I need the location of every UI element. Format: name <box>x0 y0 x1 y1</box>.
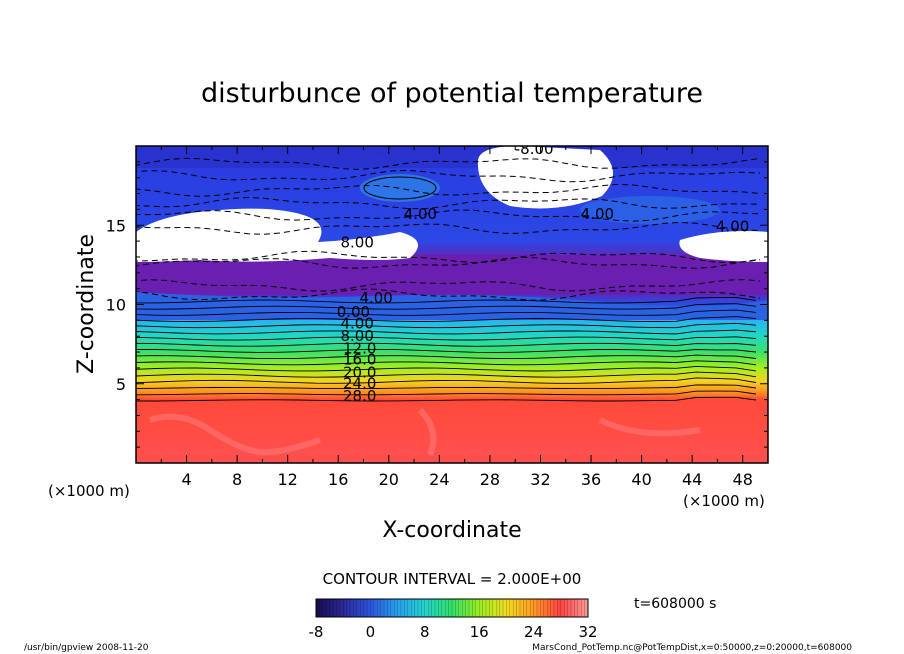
contour-line <box>136 365 757 372</box>
contour-label: 4.00 <box>404 205 437 223</box>
upper-light-patch <box>580 196 720 224</box>
colorbar-tick-label: 8 <box>420 623 430 641</box>
contour-label: -8.00 <box>515 140 554 158</box>
contour-line <box>136 316 757 322</box>
x-tick-label: 8 <box>232 470 242 489</box>
contour-label: 4.00 <box>716 218 749 236</box>
contour-label: 20.0 <box>343 363 376 381</box>
contour-line <box>136 354 757 360</box>
lower-swirl <box>417 407 437 457</box>
colorbar-tick-label: 24 <box>524 623 543 641</box>
purple-band <box>136 255 768 295</box>
dashed-contour-line <box>136 256 761 269</box>
dashed-contour-line <box>136 221 761 235</box>
contour-line <box>136 309 757 316</box>
dashed-contour-line <box>136 279 761 292</box>
lower-swirl <box>149 413 321 456</box>
colorbar-tick-label: 16 <box>470 623 489 641</box>
missing-region <box>136 208 418 262</box>
contour-label: 12.0 <box>343 340 376 358</box>
y-axis-label: Z-coordinate <box>74 234 99 374</box>
x-tick-label: 32 <box>530 470 550 489</box>
y-tick-label: 10 <box>106 296 126 315</box>
contour-line <box>136 303 757 310</box>
contour-label: 0.00 <box>337 303 370 321</box>
contour-line <box>136 360 757 366</box>
contour-line <box>136 390 757 396</box>
colorbar-stripes <box>319 599 585 617</box>
contour-labels: -8.004.00 4.004.008.004.000.004.008.0012.… <box>337 140 750 405</box>
x-tick-label: 48 <box>733 470 753 489</box>
dashed-contour-lines <box>136 157 761 301</box>
time-label: t=608000 s <box>634 596 716 612</box>
contour-line <box>136 396 757 402</box>
contour-line <box>136 377 757 384</box>
x-tick-label: 40 <box>631 470 651 489</box>
closed-contour <box>363 176 437 200</box>
x-tick-label: 12 <box>278 470 298 489</box>
dashed-contour-line <box>136 288 761 301</box>
contour-line <box>136 371 757 378</box>
contour-line <box>136 297 757 304</box>
colorbar-tick-label: 0 <box>366 623 376 641</box>
colorbar-tick-label: 32 <box>578 623 597 641</box>
contour-label: 16.0 <box>343 351 376 369</box>
dashed-contour-line <box>136 183 761 197</box>
x-tick-label: 20 <box>379 470 399 489</box>
y-tick-label: 5 <box>116 375 126 394</box>
missing-region <box>477 146 614 209</box>
contour-label: 4.00 <box>359 289 392 307</box>
contour-label: 4.00 <box>581 205 614 223</box>
x-tick-label: 28 <box>480 470 500 489</box>
lower-swirl <box>598 417 701 437</box>
dashed-contour-line <box>136 209 761 222</box>
contour-line <box>136 384 757 390</box>
plot-area: -8.004.00 4.004.008.004.000.004.008.0012.… <box>136 140 768 463</box>
y-unit-right: (×1000 m) <box>683 492 765 510</box>
upper-light-patch <box>360 174 440 202</box>
contour-label: 24.0 <box>343 375 376 393</box>
missing-region <box>679 231 768 262</box>
dashed-contour-line <box>136 250 761 264</box>
x-axis-ticks: 4 8 12 16 20 24 28 32 36 40 44 48 <box>160 146 753 489</box>
dashed-contour-line <box>136 196 761 210</box>
y-axis-ticks: 5 10 15 <box>106 161 768 448</box>
contour-line <box>136 322 757 329</box>
contour-label: 8.00 <box>340 327 373 345</box>
contour-interval-label: CONTOUR INTERVAL = 2.000E+00 <box>323 570 582 588</box>
contour-line <box>136 342 757 347</box>
x-unit-left: (×1000 m) <box>48 482 130 500</box>
colorbar-ticks: -8 0 8 16 24 32 <box>309 623 598 641</box>
footer-left: /usr/bin/gpview 2008-11-20 <box>24 643 149 653</box>
contour-label: 28.0 <box>343 387 376 405</box>
contour-label: 4.00 <box>340 314 373 332</box>
x-tick-label: 24 <box>429 470 449 489</box>
contour-lines <box>136 297 757 402</box>
x-axis-label: X-coordinate <box>382 518 521 543</box>
x-tick-label: 36 <box>581 470 601 489</box>
contour-line <box>136 348 757 353</box>
purple-band-edge <box>136 292 768 320</box>
contour-line <box>136 329 757 335</box>
colorbar-tick-label: -8 <box>309 623 324 641</box>
contour-label: 8.00 <box>340 233 373 251</box>
x-tick-label: 44 <box>682 470 702 489</box>
y-tick-label: 15 <box>106 216 126 235</box>
dashed-contour-line <box>136 157 761 170</box>
footer-right: MarsCond_PotTemp.nc@PotTempDist,x=0:5000… <box>532 643 852 653</box>
dashed-contour-line <box>136 169 761 183</box>
chart-title: disturbunce of potential temperature <box>201 78 703 109</box>
x-tick-label: 4 <box>181 470 191 489</box>
contour-line <box>136 336 757 341</box>
x-tick-label: 16 <box>328 470 348 489</box>
